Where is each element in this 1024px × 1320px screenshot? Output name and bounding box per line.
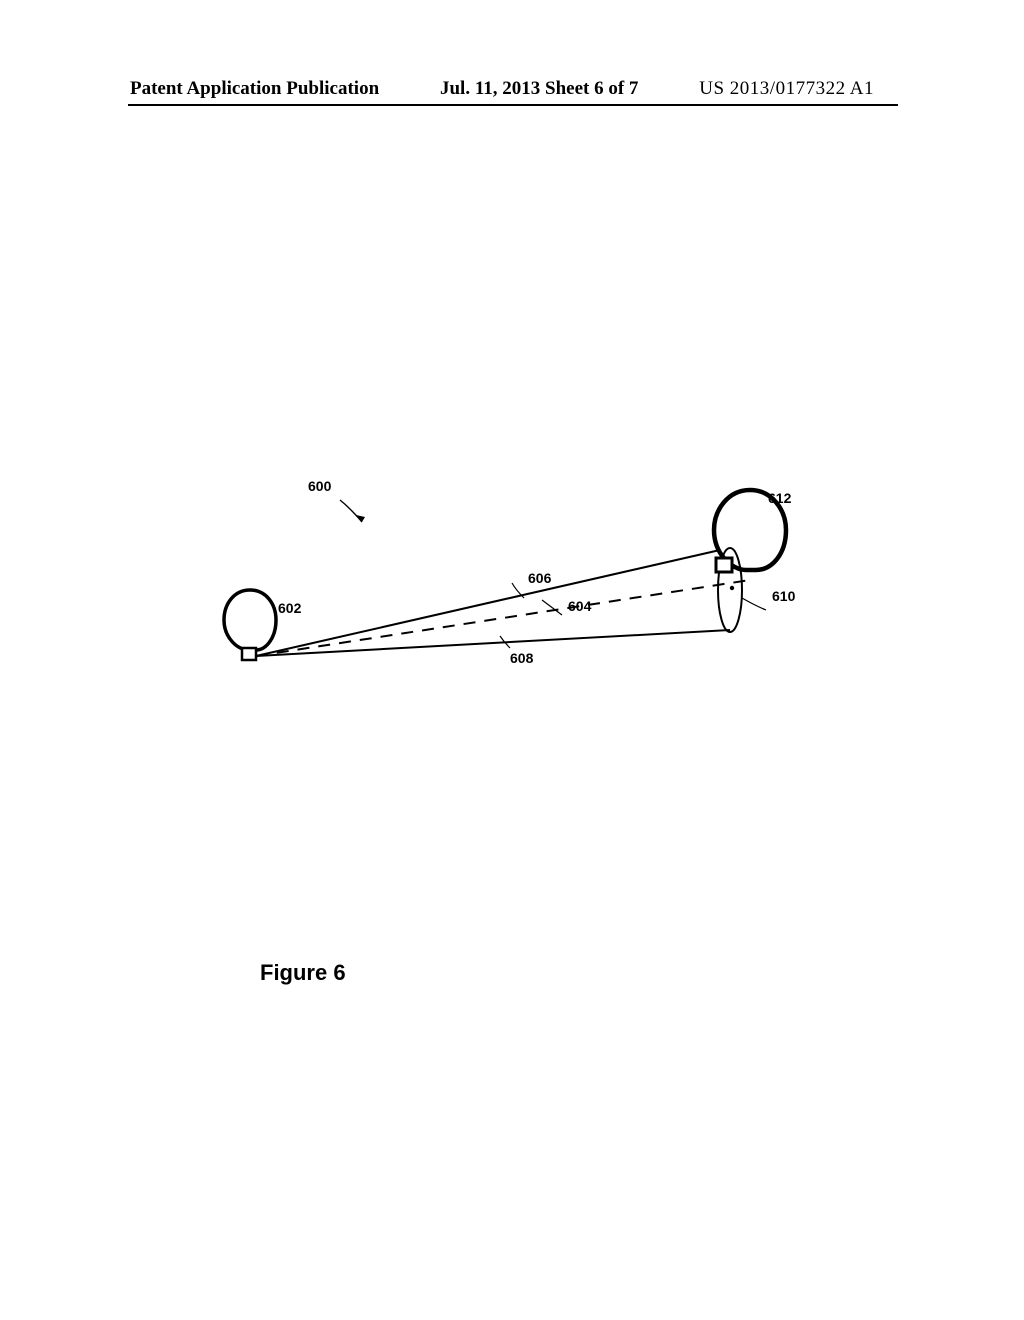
header-pubnumber: US 2013/0177322 A1 xyxy=(699,78,874,100)
header-publication: Patent Application Publication xyxy=(130,78,379,100)
ref-604: 604 xyxy=(568,598,591,614)
header-rule xyxy=(128,104,898,106)
balloon-left-icon xyxy=(224,590,276,660)
beam-cone xyxy=(256,548,742,656)
header-date-sheet: Jul. 11, 2013 Sheet 6 of 7 xyxy=(379,78,699,100)
page-header: Patent Application Publication Jul. 11, … xyxy=(0,78,1024,100)
figure-6: 600 602 606 604 608 610 612 xyxy=(190,470,830,770)
ref-608: 608 xyxy=(510,650,533,666)
ref-612: 612 xyxy=(768,490,791,506)
target-dot-icon xyxy=(730,586,734,590)
ref-606: 606 xyxy=(528,570,551,586)
ref-602: 602 xyxy=(278,600,301,616)
beam-axis xyxy=(256,580,750,656)
page: Patent Application Publication Jul. 11, … xyxy=(0,0,1024,1320)
ref-610: 610 xyxy=(772,588,795,604)
header-row: Patent Application Publication Jul. 11, … xyxy=(0,78,1024,100)
ref-600: 600 xyxy=(308,478,331,494)
figure-caption: Figure 6 xyxy=(260,960,346,986)
leader-610 xyxy=(742,598,766,610)
leader-604 xyxy=(542,600,562,615)
leader-600 xyxy=(340,500,365,522)
figure-svg xyxy=(190,470,830,770)
